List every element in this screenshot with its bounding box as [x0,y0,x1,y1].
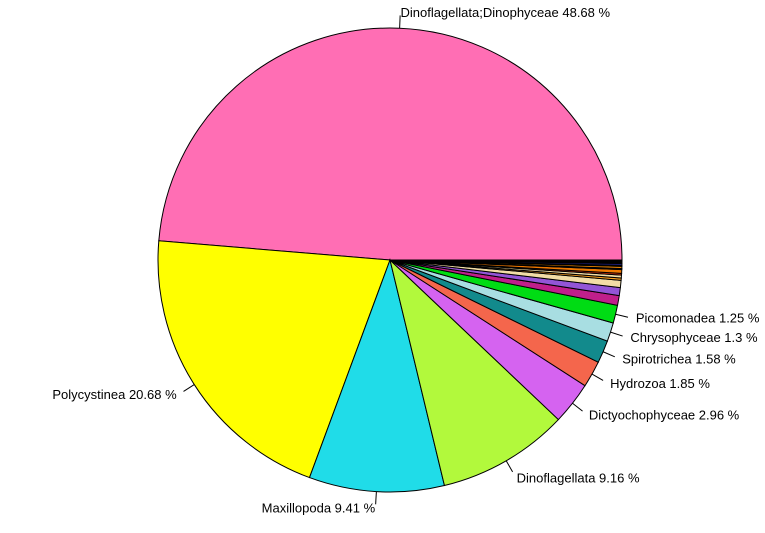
label-tick-line [399,15,401,29]
pie-slice-maxillopoda [308,258,446,493]
pie-slice-dinoflagellata [389,258,560,487]
pie-slice-minor-20 [389,259,623,265]
label-tick-line [615,313,629,318]
pie-slice-dinoflagellata-dinophyceae [158,27,623,261]
label-tick-line [572,402,583,412]
slice-label-dinoflagellata-dinophyceae: Dinoflagellata;Dinophyceae 48.68 % [400,5,610,20]
label-tick-line [183,384,195,392]
slice-label-dinoflagellata: Dinoflagellata 9.16 % [517,470,640,485]
label-tick-line [505,460,514,473]
slice-label-maxillopoda: Maxillopoda 9.41 % [262,500,376,515]
slice-label-dictyochophyceae: Dictyochophyceae 2.96 % [589,408,740,423]
label-tick-line [591,373,604,381]
label-tick-line [602,351,616,358]
slice-label-picomonadea: Picomonadea 1.25 % [636,311,760,326]
label-tick-line [610,331,623,337]
slice-label-hydrozoa: Hydrozoa 1.85 % [610,376,710,391]
label-tick-line [375,491,377,505]
slice-label-polycystinea: Polycystinea 20.68 % [52,387,177,402]
pie-slice-polycystinea [157,240,391,479]
slice-label-chrysophyceae: Chrysophyceae 1.3 % [630,330,758,345]
slice-label-spirotrichea: Spirotrichea 1.58 % [622,351,736,366]
